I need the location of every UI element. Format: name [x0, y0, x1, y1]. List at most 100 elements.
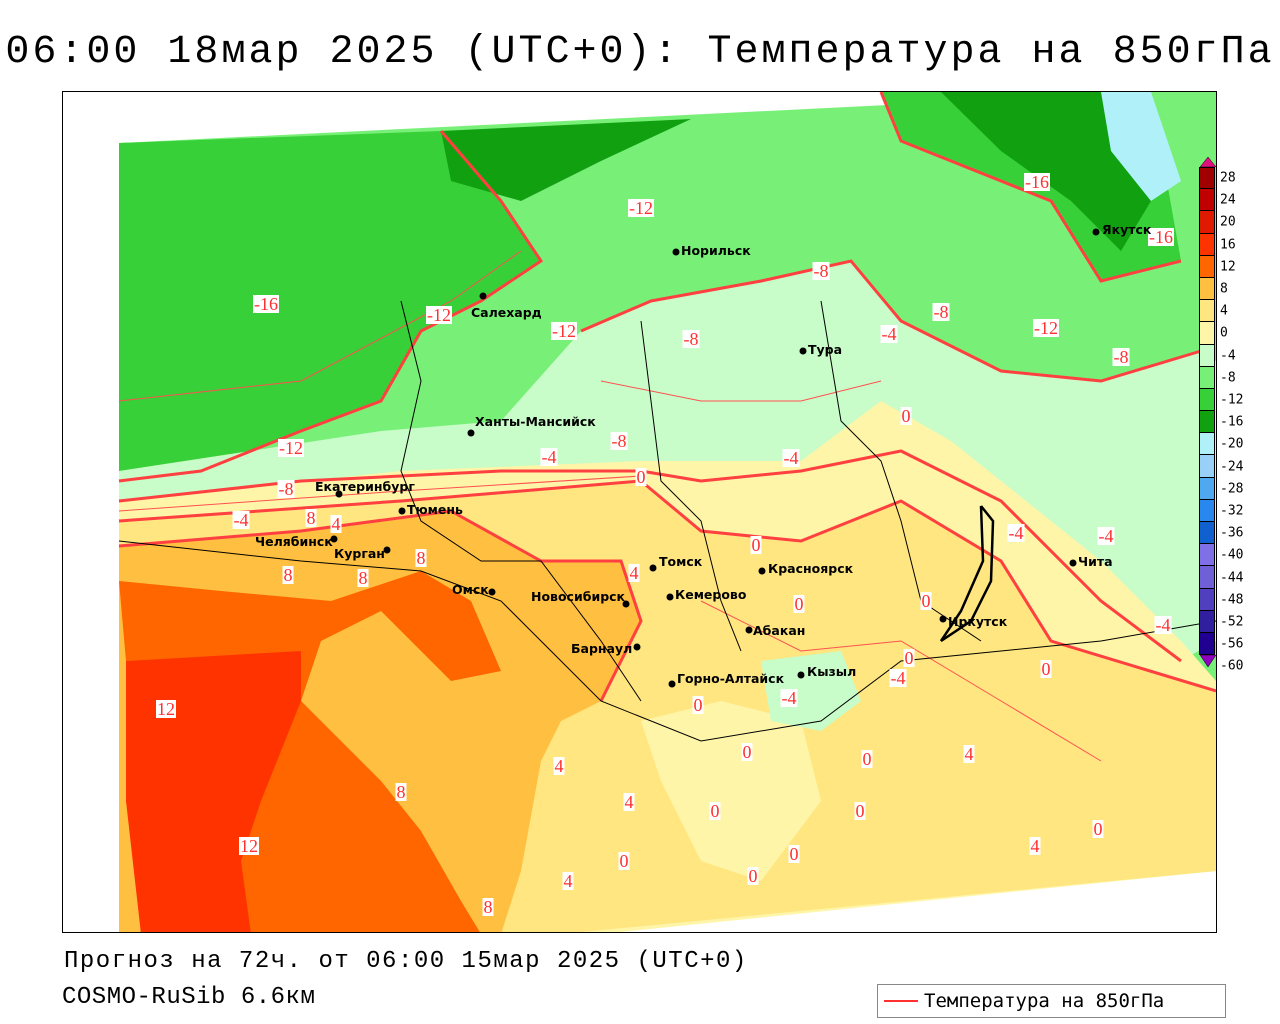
colorbar: [1199, 157, 1217, 668]
colorbar-segment: [1199, 300, 1215, 323]
colorbar-tick-label: 28: [1220, 170, 1236, 186]
isotherm-label: 4: [562, 871, 574, 891]
city-marker-icon: [939, 615, 947, 623]
colorbar-tick-label: 0: [1220, 325, 1228, 341]
colorbar-tick-label: -36: [1220, 525, 1244, 541]
city-label: Тура: [808, 342, 843, 357]
zone-minus20-minus16: [441, 119, 691, 201]
isotherm-label: 0: [861, 749, 873, 769]
colorbar-segment: [1199, 499, 1215, 522]
isotherm-label: -4: [880, 324, 898, 344]
isotherm-label: -4: [889, 668, 907, 688]
colorbar-segment: [1199, 588, 1215, 611]
isotherm-label: 4: [963, 744, 975, 764]
city-label: Салехард: [471, 305, 542, 320]
colorbar-tick-label: 24: [1220, 192, 1236, 208]
city-marker-icon: [1069, 559, 1077, 567]
isotherm-label: 0: [793, 594, 805, 614]
isotherm-label: 0: [788, 844, 800, 864]
city-marker-icon: [398, 507, 406, 515]
colorbar-segment: [1199, 344, 1215, 367]
isotherm-label: 0: [750, 535, 762, 555]
isotherm-label: -12: [1033, 318, 1059, 338]
isotherm-label: 8: [305, 508, 317, 528]
isotherm-label: 8: [282, 565, 294, 585]
isotherm-label: -4: [1154, 615, 1172, 635]
city-label: Курган: [334, 546, 385, 561]
colorbar-tick-label: -52: [1220, 614, 1244, 630]
city-label: Кызыл: [807, 664, 857, 679]
city-marker-icon: [330, 535, 338, 543]
isotherm-label: 0: [635, 467, 647, 487]
isotherm-label: 0: [1040, 659, 1052, 679]
isotherm-label: 0: [903, 648, 915, 668]
isotherm-label: -4: [780, 688, 798, 708]
city-label: Новосибирск: [531, 589, 626, 604]
isotherm-label: 12: [239, 836, 259, 856]
city-marker-icon: [1092, 228, 1100, 236]
city-marker-icon: [758, 567, 766, 575]
city-label: Тюмень: [407, 502, 463, 517]
colorbar-tick-label: -60: [1220, 658, 1244, 674]
isotherm-label: -12: [551, 321, 577, 341]
isotherm-label: 0: [920, 591, 932, 611]
colorbar-segment: [1199, 632, 1215, 656]
isotherm-label: 4: [1029, 836, 1041, 856]
city-label: Абакан: [753, 623, 806, 638]
isotherm-label: -8: [682, 329, 700, 349]
isotherm-label: 8: [415, 548, 427, 568]
colorbar-tick-label: 8: [1220, 281, 1228, 297]
colorbar-segment: [1199, 455, 1215, 478]
city-marker-icon: [335, 490, 343, 498]
isotherm-label: 4: [623, 792, 635, 812]
legend-line-swatch: [884, 1000, 918, 1002]
colorbar-tick-label: -4: [1220, 348, 1236, 364]
zone-minus4-0-patch: [641, 701, 821, 881]
city-marker-icon: [467, 429, 475, 437]
isotherm-label: 4: [330, 514, 342, 534]
isotherm-label: -12: [278, 438, 304, 458]
isotherm-label: -4: [782, 448, 800, 468]
colorbar-segment: [1199, 211, 1215, 234]
model-name: COSMO-RuSib 6.6км: [62, 984, 316, 1011]
zone-minus20-minus16-east: [941, 92, 1151, 251]
colorbar-segment: [1199, 167, 1215, 190]
city-marker-icon: [622, 600, 630, 608]
colorbar-segment: [1199, 477, 1215, 500]
city-marker-icon: [672, 248, 680, 256]
isotherm-minor-lines: [118, 250, 1102, 762]
colorbar-segment: [1199, 189, 1215, 212]
colorbar-tick-label: 20: [1220, 214, 1236, 230]
city-label: Кемерово: [675, 587, 747, 602]
city-label: Красноярск: [768, 561, 854, 576]
isotherm-label: 0: [741, 742, 753, 762]
city-marker-icon: [745, 626, 753, 634]
isotherm-label: 0: [854, 801, 866, 821]
isotherm-label: 12: [156, 699, 176, 719]
isotherm-label: -4: [232, 510, 250, 530]
colorbar-top-arrow: [1199, 157, 1217, 167]
city-marker-icon: [666, 593, 674, 601]
isotherm-label: -8: [932, 302, 950, 322]
colorbar-segment: [1199, 277, 1215, 301]
isotherm-label: -8: [1112, 347, 1130, 367]
colorbar-segment: [1199, 610, 1215, 633]
city-label: Чита: [1078, 554, 1113, 569]
city-marker-icon: [799, 347, 807, 355]
isotherm-label: -4: [540, 447, 558, 467]
city-label: Ханты-Мансийск: [475, 414, 596, 429]
map-title: 06:00 18мар 2025 (UTC+0): Температура на…: [5, 30, 1275, 75]
colorbar-tick-label: 4: [1220, 303, 1228, 319]
map-fill-layer: [118, 92, 1216, 932]
isotherm-label: -12: [426, 305, 452, 325]
zone-12-16: [126, 651, 301, 932]
colorbar-tick-label: -24: [1220, 459, 1244, 475]
city-label: Барнаул: [571, 641, 633, 656]
city-marker-icon: [649, 564, 657, 572]
colorbar-bottom-arrow: [1199, 655, 1217, 668]
isotherm-label: 0: [709, 801, 721, 821]
colorbar-segment: [1199, 433, 1215, 456]
isotherm-label: -4: [1007, 523, 1025, 543]
colorbar-segment: [1199, 388, 1215, 412]
legend: Температура на 850гПа: [877, 984, 1226, 1018]
